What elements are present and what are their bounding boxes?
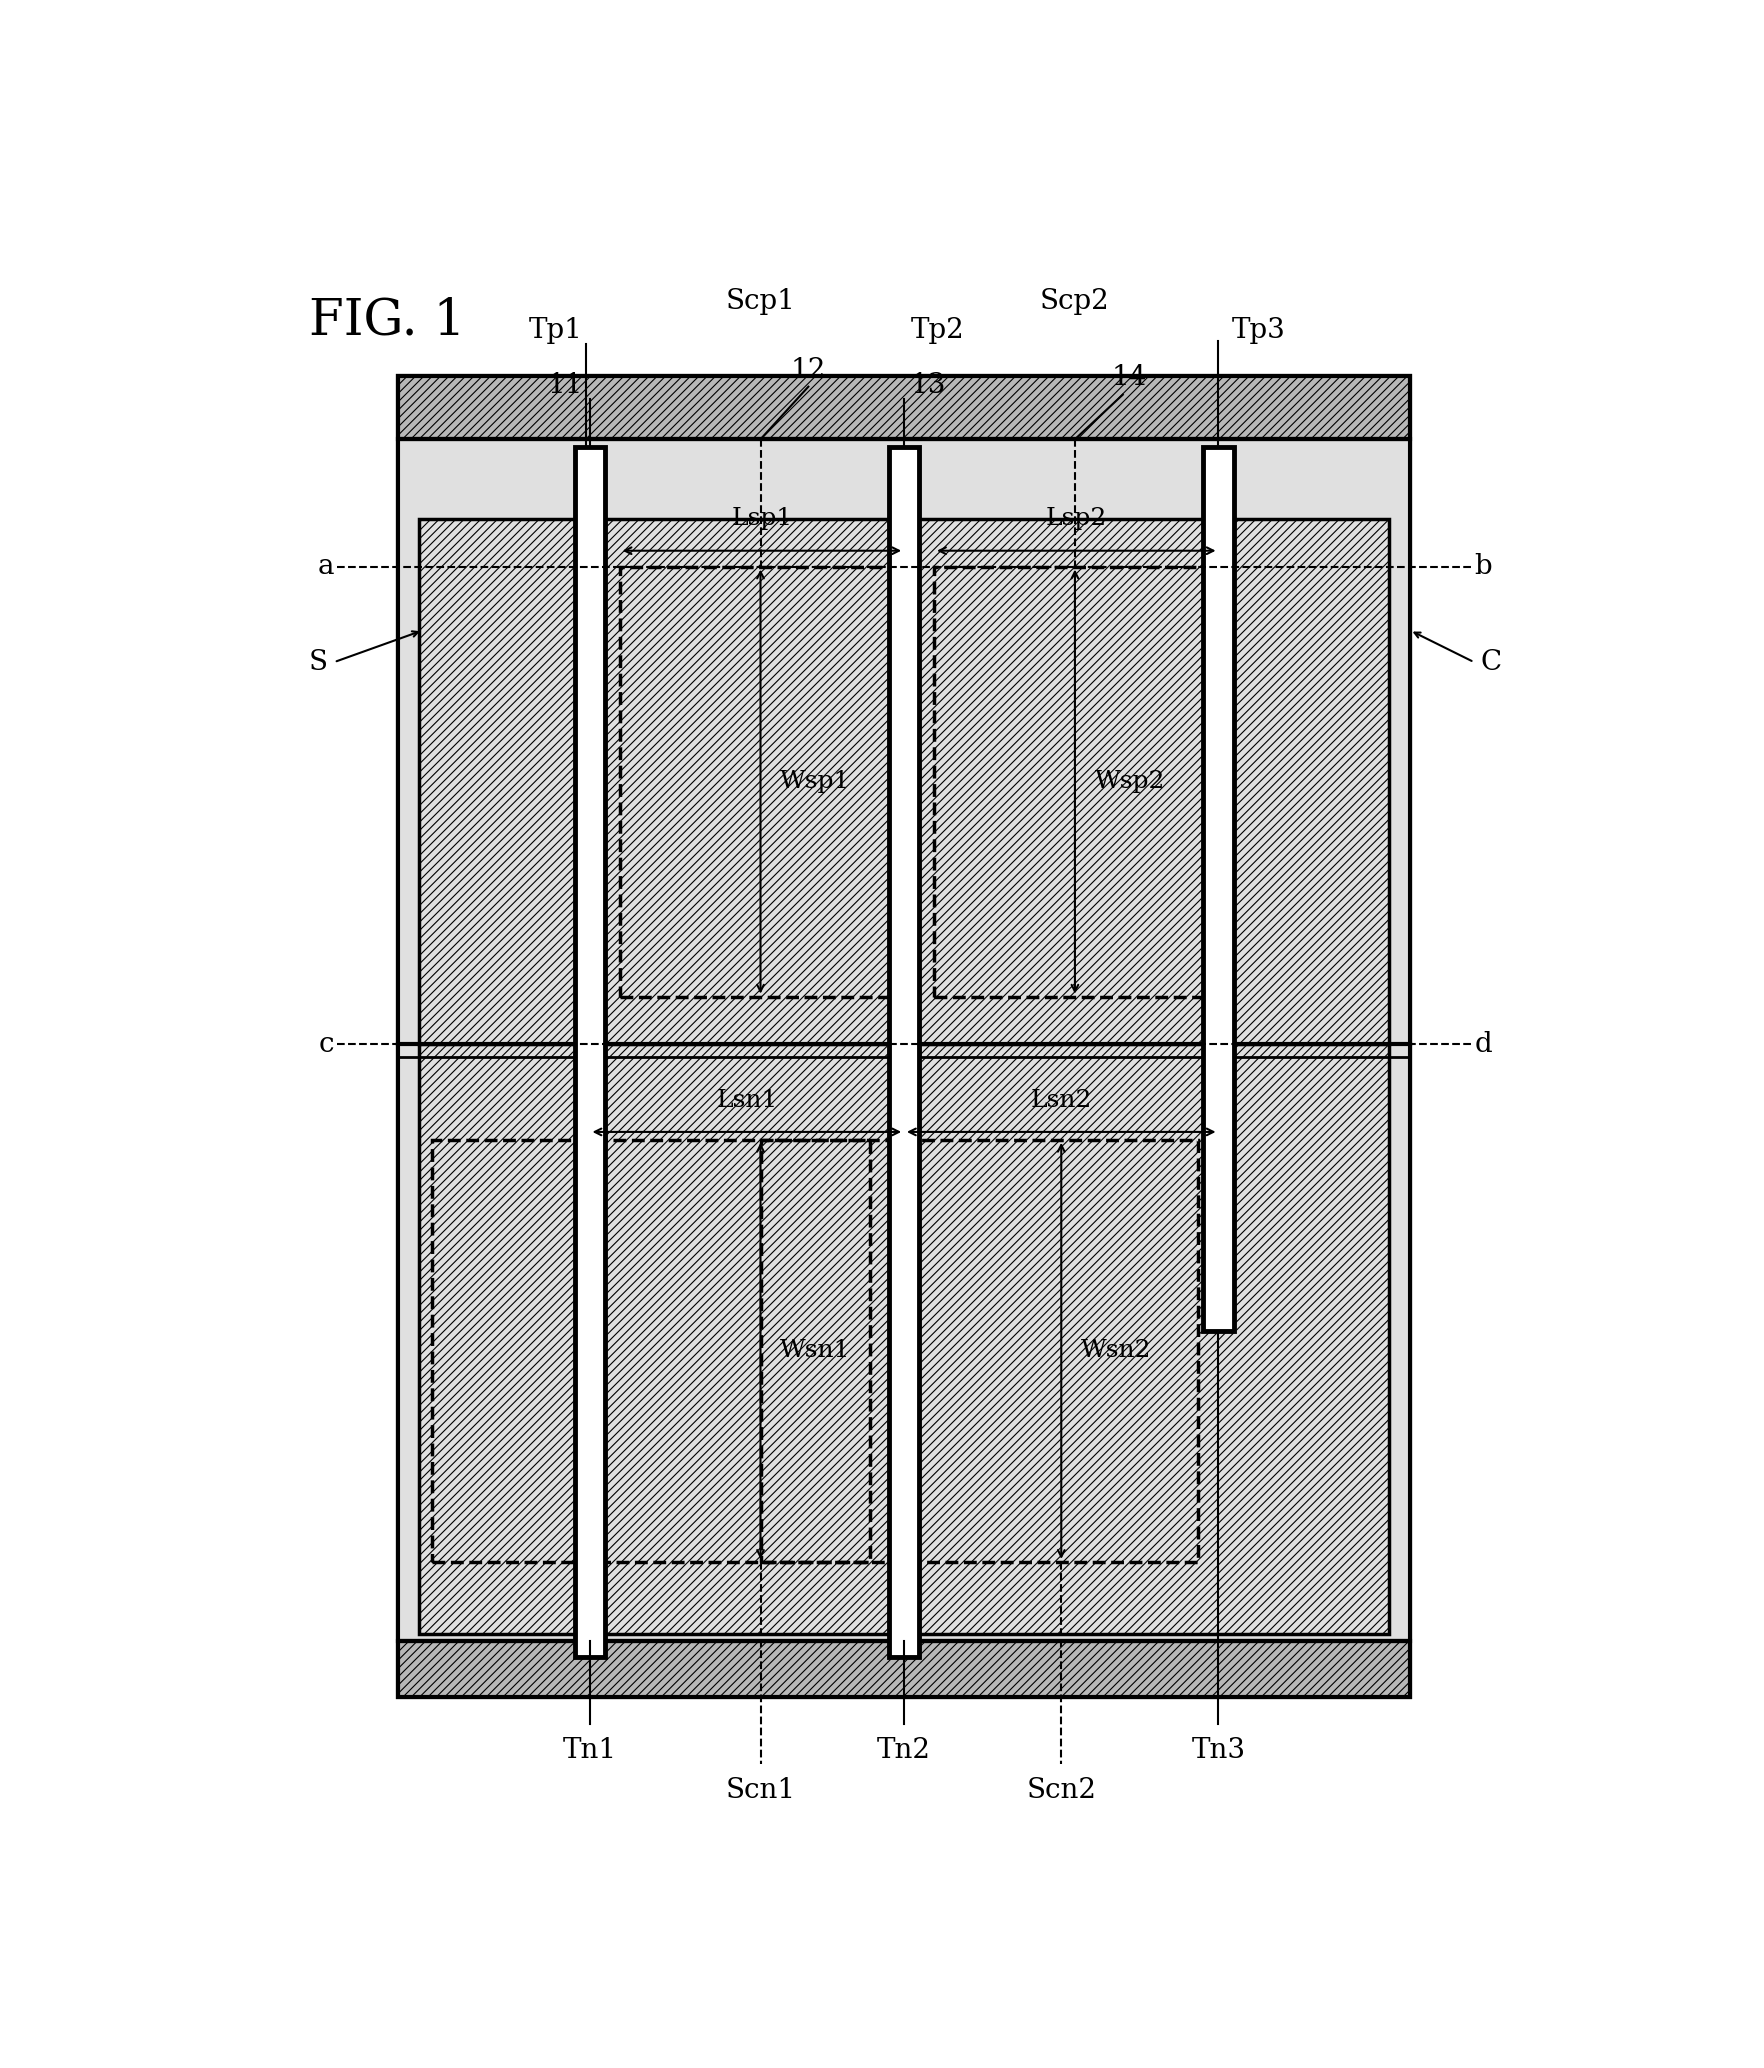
Bar: [432, 1139, 870, 1561]
Bar: [400, 378, 1408, 1694]
Text: Wsp2: Wsp2: [1094, 769, 1164, 794]
Text: Tp1: Tp1: [529, 316, 582, 343]
Bar: [619, 567, 903, 997]
Bar: [418, 519, 1390, 1044]
Text: Tp3: Tp3: [1231, 316, 1286, 343]
Text: C: C: [1482, 649, 1503, 676]
Text: Scn1: Scn1: [725, 1776, 796, 1803]
Bar: [889, 447, 919, 1656]
Text: Wsn2: Wsn2: [1081, 1340, 1152, 1363]
Text: 11: 11: [547, 372, 582, 399]
Bar: [399, 376, 1409, 1698]
Text: Lsn2: Lsn2: [1030, 1088, 1092, 1113]
Text: FIG. 1: FIG. 1: [309, 296, 466, 345]
Bar: [575, 447, 605, 1656]
Text: Lsp1: Lsp1: [732, 507, 792, 529]
Text: Lsp2: Lsp2: [1046, 507, 1108, 529]
Bar: [1203, 447, 1233, 1332]
Bar: [399, 438, 1409, 1642]
Text: b: b: [1475, 552, 1492, 581]
Bar: [935, 567, 1219, 997]
Text: Lsn1: Lsn1: [716, 1088, 778, 1113]
Text: 14: 14: [1111, 364, 1147, 391]
Bar: [399, 376, 1409, 438]
Text: Wsn1: Wsn1: [780, 1340, 850, 1363]
Text: Tp2: Tp2: [910, 316, 965, 343]
Text: 13: 13: [910, 372, 946, 399]
Text: c: c: [319, 1030, 333, 1059]
Text: Tn2: Tn2: [877, 1737, 931, 1764]
Text: Wsp1: Wsp1: [780, 769, 850, 794]
Bar: [760, 1139, 1198, 1561]
Bar: [418, 1044, 1390, 1634]
Text: Scp1: Scp1: [725, 287, 796, 314]
Text: Scn2: Scn2: [1027, 1776, 1095, 1803]
Text: Tn1: Tn1: [563, 1737, 617, 1764]
Text: Tn3: Tn3: [1191, 1737, 1245, 1764]
Bar: [399, 1642, 1409, 1698]
Text: a: a: [318, 552, 333, 581]
Text: Scp2: Scp2: [1041, 287, 1110, 314]
Text: d: d: [1475, 1030, 1492, 1059]
Text: S: S: [309, 649, 326, 676]
Text: 12: 12: [790, 356, 826, 383]
